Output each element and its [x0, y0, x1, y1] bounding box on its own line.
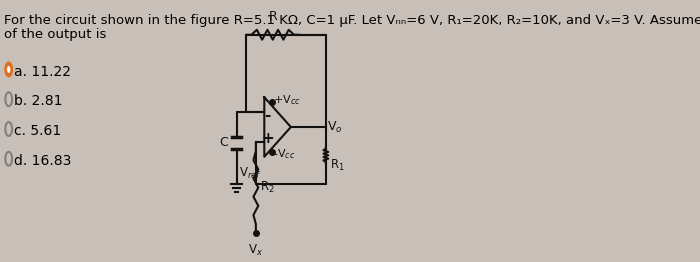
- Text: -: -: [265, 108, 271, 123]
- Circle shape: [7, 66, 10, 73]
- Text: c. 5.61: c. 5.61: [15, 124, 62, 138]
- Text: a. 11.22: a. 11.22: [15, 64, 71, 79]
- Text: V$_x$: V$_x$: [248, 243, 263, 258]
- Text: d. 16.83: d. 16.83: [15, 154, 72, 168]
- Text: R: R: [268, 10, 277, 23]
- Text: V$_o$: V$_o$: [328, 119, 343, 135]
- Text: R$_1$: R$_1$: [330, 158, 344, 173]
- Text: R$_2$: R$_2$: [260, 180, 274, 195]
- Text: -V$_{cc}$: -V$_{cc}$: [274, 147, 295, 161]
- Text: V$_{ref}$: V$_{ref}$: [239, 166, 262, 181]
- Text: +: +: [261, 132, 274, 146]
- Text: of the output is: of the output is: [4, 28, 106, 41]
- Text: For the circuit shown in the figure R=5.1 KΩ, C=1 μF. Let Vₙₙ=6 V, R₁=20K, R₂=10: For the circuit shown in the figure R=5.…: [4, 14, 700, 27]
- Text: +V$_{cc}$: +V$_{cc}$: [274, 93, 301, 107]
- Text: C: C: [219, 137, 228, 149]
- Circle shape: [6, 63, 12, 77]
- Text: b. 2.81: b. 2.81: [15, 94, 63, 108]
